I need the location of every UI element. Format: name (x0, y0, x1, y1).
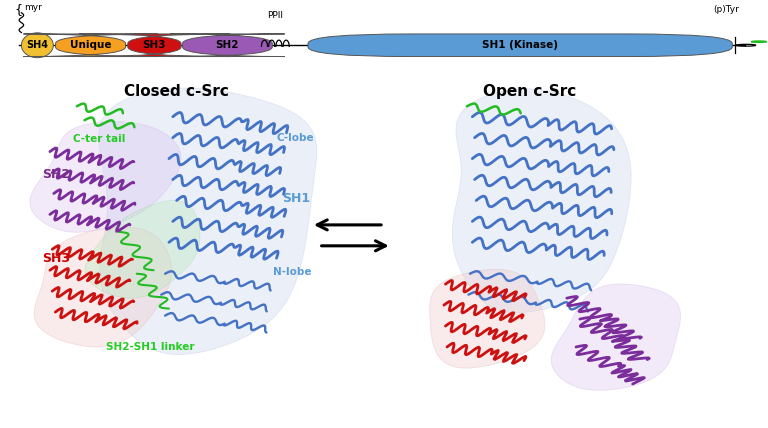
Text: Open c-Src: Open c-Src (483, 83, 577, 98)
Text: SH1 (Kinase): SH1 (Kinase) (482, 40, 558, 50)
Text: C-lobe: C-lobe (276, 133, 314, 143)
FancyBboxPatch shape (170, 34, 285, 56)
Polygon shape (34, 227, 171, 347)
Text: SH3: SH3 (143, 40, 166, 50)
Polygon shape (429, 270, 545, 368)
Text: SH4: SH4 (26, 40, 48, 50)
Text: PPII: PPII (267, 11, 283, 20)
Text: SH3: SH3 (42, 252, 70, 265)
Text: (p)Tyr: (p)Tyr (713, 5, 739, 14)
Ellipse shape (22, 33, 53, 58)
FancyBboxPatch shape (79, 34, 230, 56)
Circle shape (751, 41, 766, 42)
Text: Unique: Unique (70, 40, 111, 50)
Text: SH2: SH2 (42, 168, 71, 181)
Polygon shape (85, 200, 200, 298)
Polygon shape (98, 88, 316, 354)
Text: SH1: SH1 (283, 192, 311, 205)
Text: {: { (15, 3, 22, 16)
Text: SH2-SH1 linker: SH2-SH1 linker (105, 342, 194, 352)
Text: Closed c-Src: Closed c-Src (124, 83, 229, 98)
Text: SH2: SH2 (216, 40, 239, 50)
FancyBboxPatch shape (23, 34, 157, 56)
Text: N-lobe: N-lobe (273, 267, 311, 277)
Polygon shape (452, 89, 631, 313)
Text: C-ter tail: C-ter tail (73, 134, 125, 144)
FancyBboxPatch shape (308, 34, 732, 56)
Polygon shape (551, 284, 680, 390)
Text: myr: myr (25, 3, 42, 12)
Polygon shape (30, 122, 181, 232)
